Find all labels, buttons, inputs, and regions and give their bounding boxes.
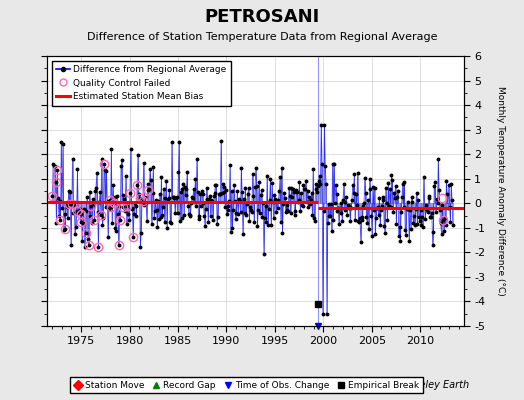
- Legend: Station Move, Record Gap, Time of Obs. Change, Empirical Break: Station Move, Record Gap, Time of Obs. C…: [70, 377, 423, 394]
- Text: Difference of Station Temperature Data from Regional Average: Difference of Station Temperature Data f…: [87, 32, 437, 42]
- Text: PETROSANI: PETROSANI: [204, 8, 320, 26]
- Text: Berkeley Earth: Berkeley Earth: [397, 380, 469, 390]
- Y-axis label: Monthly Temperature Anomaly Difference (°C): Monthly Temperature Anomaly Difference (…: [496, 86, 505, 296]
- Legend: Difference from Regional Average, Quality Control Failed, Estimated Station Mean: Difference from Regional Average, Qualit…: [52, 60, 231, 106]
